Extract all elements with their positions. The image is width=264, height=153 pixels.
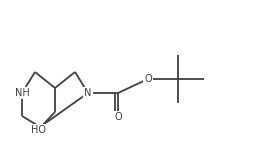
Text: O: O [114,112,122,122]
Text: N: N [84,88,92,98]
Text: O: O [144,74,152,84]
Text: HO: HO [31,125,45,135]
Text: NH: NH [15,88,29,98]
